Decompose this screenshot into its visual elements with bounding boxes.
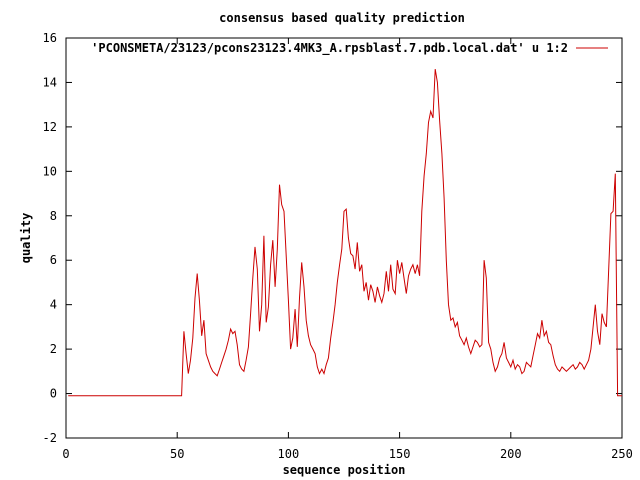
x-tick-label: 0 [62,447,69,461]
y-tick-label: -2 [43,431,57,445]
y-tick-label: 10 [43,164,57,178]
y-tick-label: 0 [50,387,57,401]
y-tick-label: 2 [50,342,57,356]
x-tick-label: 200 [500,447,522,461]
plot-frame [65,37,623,439]
x-tick-label: 50 [170,447,184,461]
y-axis: -2 0 2 4 6 8 10 12 14 16 [43,31,622,445]
y-tick-label: 14 [43,75,57,89]
x-tick-label: 150 [389,447,411,461]
y-axis-label: quality [19,213,33,264]
y-tick-label: 8 [50,209,57,223]
x-tick-label: 100 [278,447,300,461]
y-tick-label: 16 [43,31,57,45]
legend: 'PCONSMETA/23123/pcons23123.4MK3_A.rpsbl… [91,41,608,56]
legend-label: 'PCONSMETA/23123/pcons23123.4MK3_A.rpsbl… [91,41,568,56]
y-tick-label: 12 [43,120,57,134]
y-tick-label: 4 [50,298,57,312]
x-axis-label: sequence position [283,463,406,477]
chart-title: consensus based quality prediction [219,11,465,25]
series-line [68,69,622,397]
x-tick-label: 250 [611,447,633,461]
x-axis: 0 50 100 150 200 250 [62,38,633,461]
y-tick-label: 6 [50,253,57,267]
